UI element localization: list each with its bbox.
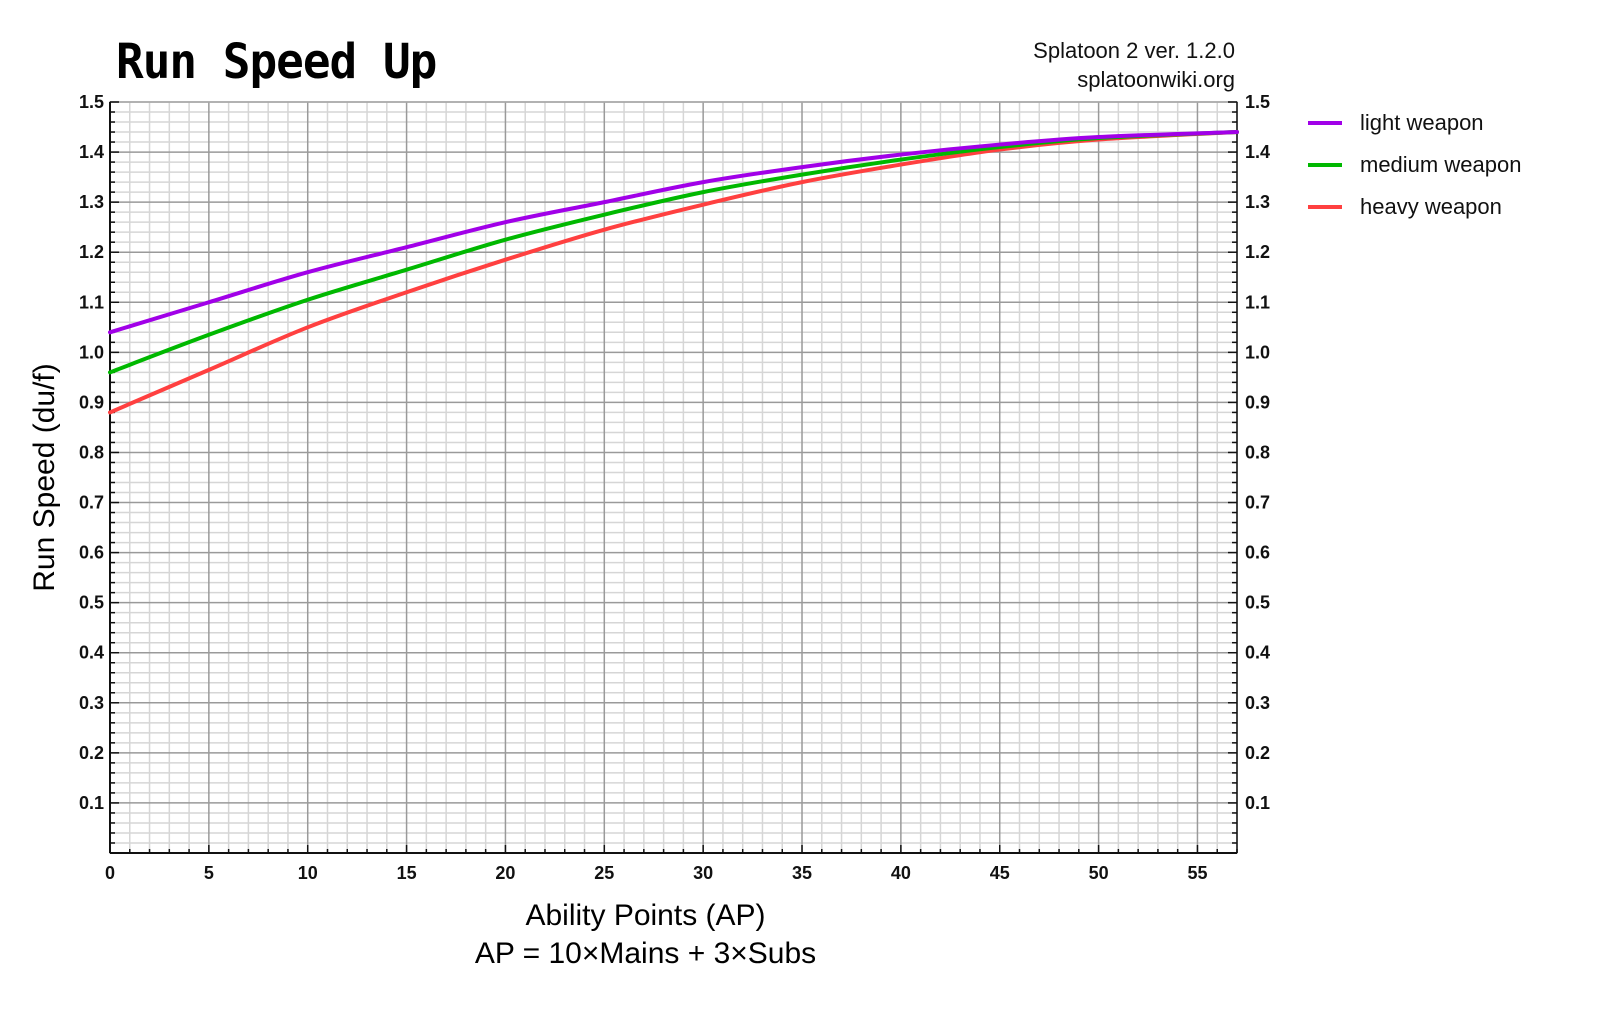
y-tick-label-left: 0.4 xyxy=(79,643,104,663)
y-tick-label-left: 0.8 xyxy=(79,442,104,462)
y-tick-label-right: 1.1 xyxy=(1245,292,1270,312)
y-tick-label-right: 1.2 xyxy=(1245,242,1270,262)
series-line-light-weapon xyxy=(108,130,1239,335)
x-tick-label: 15 xyxy=(397,863,417,883)
y-tick-label-right: 0.2 xyxy=(1245,743,1270,763)
y-tick-label-left: 0.7 xyxy=(79,493,104,513)
source-site: splatoonwiki.org xyxy=(1077,67,1235,92)
chart-title: Run Speed Up xyxy=(116,32,437,90)
legend-swatch xyxy=(1308,163,1342,167)
y-tick-label-right: 0.9 xyxy=(1245,392,1270,412)
y-axis-label: Run Speed (du/f) xyxy=(28,363,61,591)
y-tick-label-left: 1.0 xyxy=(79,342,104,362)
x-tick-label: 40 xyxy=(891,863,911,883)
y-tick-label-left: 0.1 xyxy=(79,793,104,813)
legend-label: medium weapon xyxy=(1360,152,1522,177)
y-tick-label-left: 0.6 xyxy=(79,543,104,563)
y-tick-label-left: 1.3 xyxy=(79,192,104,212)
plot-frame xyxy=(109,101,1238,854)
x-tick-label: 50 xyxy=(1089,863,1109,883)
y-tick-label-left: 0.5 xyxy=(79,593,104,613)
x-axis-sublabel: AP = 10×Mains + 3×Subs xyxy=(475,937,816,970)
y-tick-label-right: 1.3 xyxy=(1245,192,1270,212)
y-tick-label-right: 1.0 xyxy=(1245,342,1270,362)
x-tick-label: 55 xyxy=(1187,863,1207,883)
x-tick-label: 25 xyxy=(594,863,614,883)
y-tick-label-right: 1.4 xyxy=(1245,142,1270,162)
legend-label: light weapon xyxy=(1360,110,1484,135)
legend-item: medium weapon xyxy=(1308,152,1521,178)
x-tick-label: 0 xyxy=(105,863,115,883)
y-tick-label-left: 0.2 xyxy=(79,743,104,763)
legend-label: heavy weapon xyxy=(1360,194,1502,219)
y-tick-label-left: 1.1 xyxy=(79,292,104,312)
y-tick-label-left: 1.4 xyxy=(79,142,104,162)
source-version: Splatoon 2 ver. 1.2.0 xyxy=(1033,38,1235,63)
x-axis-label: Ability Points (AP) xyxy=(525,899,765,932)
y-tick-label-right: 0.1 xyxy=(1245,793,1270,813)
y-tick-label-right: 0.8 xyxy=(1245,442,1270,462)
legend-swatch xyxy=(1308,121,1342,125)
y-tick-label-left: 1.2 xyxy=(79,242,104,262)
legend-swatch xyxy=(1308,205,1342,209)
x-tick-label: 45 xyxy=(990,863,1010,883)
y-tick-label-right: 0.6 xyxy=(1245,543,1270,563)
x-tick-label: 35 xyxy=(792,863,812,883)
series-line-medium-weapon xyxy=(108,130,1239,375)
y-tick-label-right: 1.5 xyxy=(1245,92,1270,112)
legend-item: light weapon xyxy=(1308,110,1484,136)
x-tick-label: 20 xyxy=(495,863,515,883)
y-tick-label-right: 0.3 xyxy=(1245,693,1270,713)
x-tick-label: 10 xyxy=(298,863,318,883)
y-tick-label-right: 0.7 xyxy=(1245,493,1270,513)
legend-item: heavy weapon xyxy=(1308,194,1502,220)
x-tick-label: 30 xyxy=(693,863,713,883)
series-line-heavy-weapon xyxy=(108,130,1239,415)
y-tick-label-left: 1.5 xyxy=(79,92,104,112)
x-tick-label: 5 xyxy=(204,863,214,883)
y-tick-label-right: 0.4 xyxy=(1245,643,1270,663)
y-tick-label-left: 0.3 xyxy=(79,693,104,713)
y-tick-label-left: 0.9 xyxy=(79,392,104,412)
y-tick-label-right: 0.5 xyxy=(1245,593,1270,613)
